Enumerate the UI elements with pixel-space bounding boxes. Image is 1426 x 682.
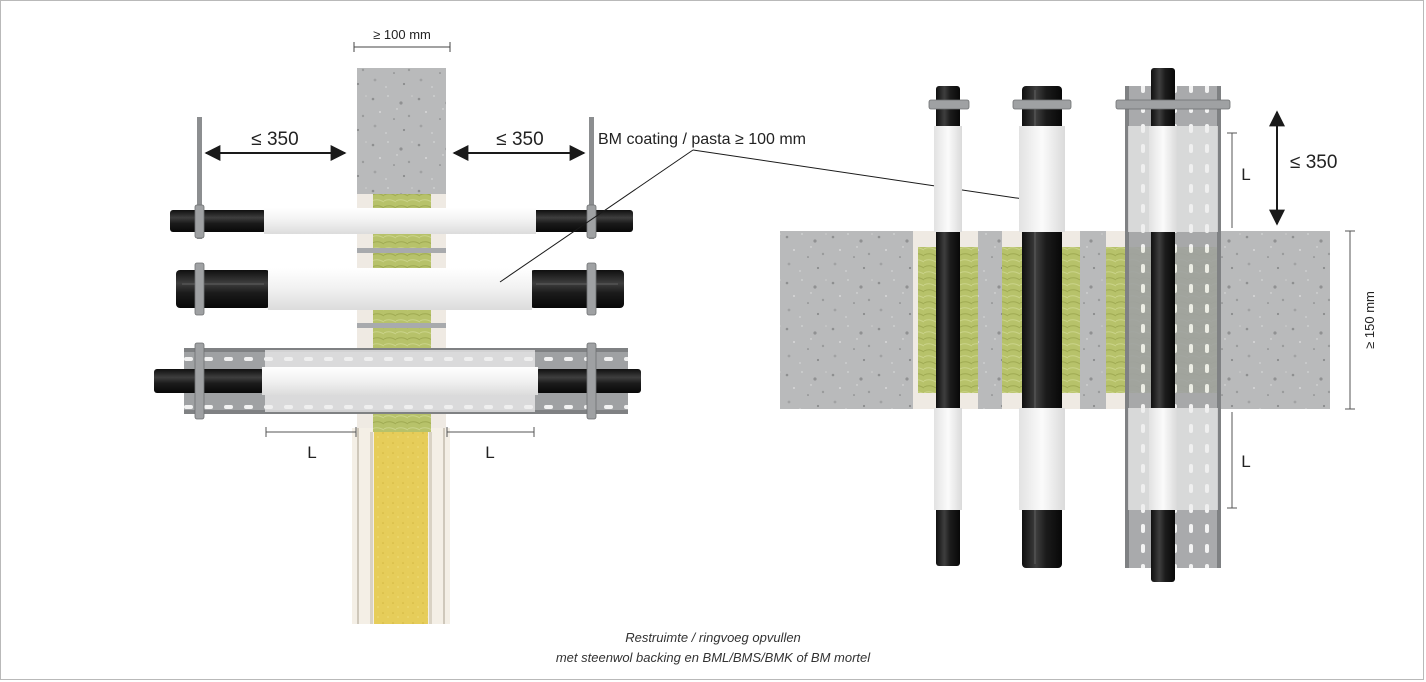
floor-section: L L ≤ 350 ≥ 150 mm [780, 68, 1377, 582]
spacing-label-left: ≤ 350 [251, 129, 298, 150]
wall-cable-small [170, 205, 633, 238]
floor-length-label-top: L [1241, 165, 1250, 184]
floor-thickness-label: ≥ 150 mm [1362, 291, 1377, 349]
floor-spacing-label: ≤ 350 [1290, 152, 1337, 173]
length-label-right: L [485, 443, 494, 462]
wall-cable-tray [154, 343, 641, 419]
caption: Restruimte / ringvoeg opvullen met steen… [0, 628, 1426, 668]
floor-cable-tray [1116, 68, 1230, 582]
wall-concrete [357, 68, 446, 194]
floor-length-label-bottom: L [1241, 452, 1250, 471]
length-label-left: L [307, 443, 316, 462]
coating-callout-label: BM coating / pasta ≥ 100 mm [598, 131, 806, 148]
caption-line-2: met steenwol backing en BML/BMS/BMK of B… [0, 648, 1426, 668]
wall-cable-medium [176, 263, 624, 315]
spacing-label-right: ≤ 350 [496, 129, 543, 150]
caption-line-1: Restruimte / ringvoeg opvullen [0, 628, 1426, 648]
wall-section: ≥ 100 mm ≤ 350 ≤ 350 [154, 27, 641, 624]
wall-thickness-label: ≥ 100 mm [373, 27, 431, 42]
wall-backing-yellow [374, 432, 428, 624]
